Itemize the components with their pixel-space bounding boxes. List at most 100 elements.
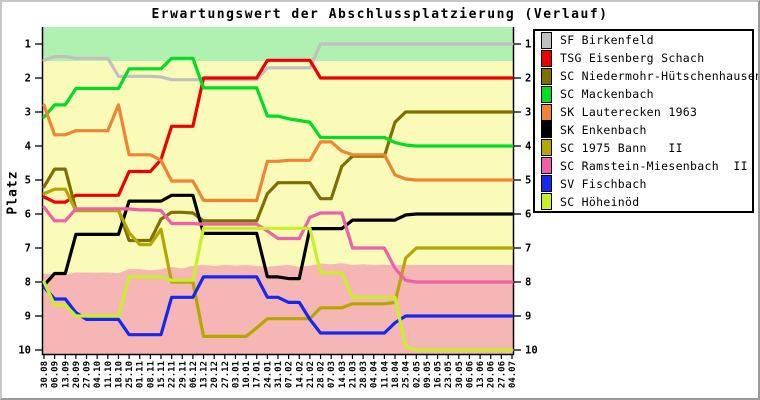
- series-line-tsg-eisenberg-schach: [42, 58, 514, 204]
- x-tick-label: 15.11: [157, 361, 167, 388]
- series-line-sc-1975-bann-ii: [42, 187, 514, 338]
- x-tick-label: 16.05: [434, 361, 444, 388]
- legend-swatch-icon: [541, 103, 552, 121]
- x-tick-label: 25.10: [125, 361, 135, 388]
- legend-swatch-icon: [541, 175, 552, 193]
- x-tick-label: 04.04: [370, 360, 380, 388]
- x-tick-label: 04.10: [93, 361, 103, 388]
- series-line-sc-mackenbach: [42, 56, 514, 148]
- legend-item: SK Enkenbach: [535, 121, 752, 139]
- series-line-sf-birkenfeld: [42, 42, 514, 82]
- legend-item-label: SV Fischbach: [560, 176, 647, 191]
- legend-swatch-icon: [541, 85, 552, 103]
- x-tick-label: 23.05: [444, 361, 454, 388]
- legend-item-label: SC Mackenbach: [560, 87, 654, 102]
- x-tick-label: 20.06: [487, 361, 497, 388]
- y-tick-label-right: 4: [525, 141, 531, 153]
- legend-item: TSG Eisenberg Schach: [535, 49, 752, 67]
- x-tick-label: 13.06: [476, 361, 486, 388]
- y-tick-label-right: 8: [525, 277, 531, 289]
- legend-item: SC Höheinöd: [535, 193, 752, 211]
- legend-item: SV Fischbach: [535, 175, 752, 193]
- x-tick-label: 06.12: [189, 361, 199, 388]
- legend: SF Birkenfeld TSG Eisenberg Schach SC Nied…: [533, 29, 758, 213]
- x-tick-label: 13.12: [200, 361, 210, 388]
- x-tick-label: 01.11: [136, 361, 146, 388]
- x-tick-label: 06.09: [51, 361, 61, 388]
- legend-item-label: SC Niedermohr-Hütschenhausen II: [560, 69, 760, 84]
- x-tick-label: 13.09: [61, 361, 71, 388]
- x-tick-label: 21.02: [306, 361, 316, 388]
- series-line-sk-enkenbach: [42, 193, 514, 287]
- legend-item-label: SK Enkenbach: [560, 122, 647, 137]
- legend-item-label: TSG Eisenberg Schach: [560, 51, 705, 66]
- y-tick-label-right: 9: [525, 311, 531, 323]
- x-tick-label: 10.01: [242, 361, 252, 388]
- y-tick-label-left: 3: [25, 107, 31, 119]
- y-tick-label-left: 4: [25, 141, 31, 153]
- y-tick-label-right: 3: [525, 107, 531, 119]
- y-tick-label-left: 2: [25, 73, 31, 85]
- x-tick-label: 30.08: [40, 361, 50, 388]
- legend-swatch-icon: [541, 193, 552, 211]
- x-tick-label: 20.12: [210, 361, 220, 388]
- legend-item-label: SF Birkenfeld: [560, 33, 654, 48]
- y-tick-label-left: 9: [25, 311, 31, 323]
- x-tick-label: 28.02: [317, 361, 327, 388]
- x-tick-label: 21.03: [348, 361, 358, 388]
- x-tick-label: 22.11: [168, 361, 178, 388]
- x-tick-label: 07.02: [285, 361, 295, 388]
- x-tick-label: 09.05: [423, 361, 433, 388]
- x-tick-label: 29.11: [178, 361, 188, 388]
- x-tick-label: 06.06: [465, 361, 475, 388]
- y-tick-label-left: 8: [25, 277, 31, 289]
- legend-item-label: SC 1975 Bann II: [560, 140, 683, 155]
- y-tick-label-right: 10: [525, 345, 538, 357]
- y-tick-label-right: 2: [525, 73, 531, 85]
- legend-item-label: SC Höheinöd: [560, 194, 640, 209]
- legend-swatch-icon: [541, 49, 552, 67]
- x-tick-label: 27.12: [221, 361, 231, 388]
- legend-swatch-icon: [541, 121, 552, 139]
- x-tick-label: 25.04: [402, 360, 412, 388]
- band-relegation-zone: [42, 263, 514, 355]
- legend-item: SK Lauterecken 1963: [535, 103, 752, 121]
- legend-item-label: SC Ramstein-Miesenbach II: [560, 158, 748, 173]
- x-tick-label: 08.11: [146, 361, 156, 388]
- x-tick-label: 24.01: [263, 361, 273, 388]
- y-tick-label-right: 5: [525, 175, 531, 187]
- x-tick-label: 04.07: [508, 361, 518, 388]
- legend-item: SF Birkenfeld: [535, 31, 752, 49]
- series-line-sv-fischbach: [42, 275, 514, 337]
- legend-item-label: SK Lauterecken 1963: [560, 105, 698, 120]
- series-line-sc-h-hein-d: [42, 226, 514, 352]
- legend-swatch-icon: [541, 157, 552, 175]
- y-tick-label-left: 5: [25, 175, 31, 187]
- y-tick-label-right: 6: [525, 209, 531, 221]
- x-tick-label: 03.01: [231, 361, 241, 388]
- legend-item: SC 1975 Bann II: [535, 139, 752, 157]
- x-tick-label: 11.10: [104, 361, 114, 388]
- legend-swatch-icon: [541, 139, 552, 157]
- y-tick-label-right: 7: [525, 243, 531, 255]
- series-line-sc-ramstein-miesenbach-ii: [42, 205, 514, 284]
- legend-item: SC Niedermohr-Hütschenhausen II: [535, 67, 758, 85]
- x-tick-label: 18.10: [114, 361, 124, 388]
- x-tick-label: 07.03: [327, 361, 337, 388]
- x-tick-label: 14.03: [338, 361, 348, 388]
- legend-swatch-icon: [541, 31, 552, 49]
- x-tick-label: 02.05: [412, 361, 422, 388]
- y-tick-label-left: 1: [25, 39, 31, 51]
- x-tick-label: 30.05: [455, 361, 465, 388]
- y-tick-label-left: 10: [18, 345, 31, 357]
- legend-item: SC Mackenbach: [535, 85, 752, 103]
- x-tick-label: 14.02: [295, 361, 305, 388]
- chart-title: Erwartungswert der Abschlussplatzierung …: [151, 7, 609, 22]
- y-axis-label: Platz: [5, 170, 21, 215]
- x-tick-label: 28.03: [359, 361, 369, 388]
- x-tick-label: 27.09: [83, 361, 93, 388]
- x-tick-label: 31.01: [274, 361, 284, 388]
- y-tick-label-left: 6: [25, 209, 31, 221]
- y-tick-label-right: 1: [525, 39, 531, 51]
